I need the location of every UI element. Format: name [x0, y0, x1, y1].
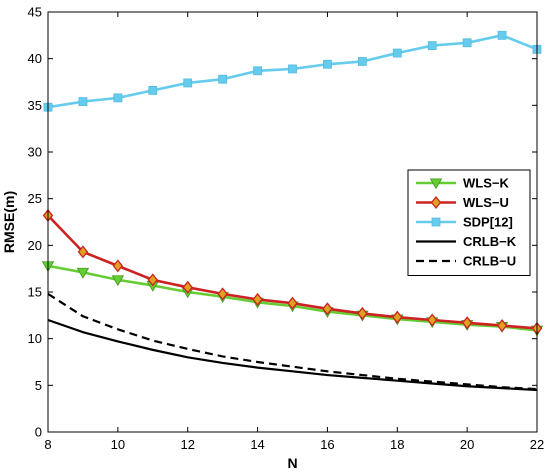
data-point	[462, 38, 472, 48]
data-point	[182, 280, 193, 294]
x-tick-label: 8	[44, 437, 51, 452]
legend-entry-label: CRLB−U	[463, 254, 516, 269]
series-3	[47, 318, 538, 392]
series-line	[47, 318, 538, 392]
data-point	[183, 78, 193, 88]
data-point	[252, 292, 263, 307]
x-tick-label: 14	[250, 437, 264, 452]
data-point	[323, 59, 332, 69]
data-point	[253, 66, 262, 76]
data-point	[392, 48, 402, 58]
data-point	[288, 64, 297, 74]
data-point	[392, 310, 403, 324]
data-point	[426, 313, 438, 327]
legend-entry-label: SDP[12]	[463, 215, 513, 230]
x-tick-label: 10	[111, 437, 125, 452]
data-point	[147, 273, 159, 287]
x-tick-label: 12	[180, 437, 194, 452]
y-tick-label: 30	[28, 145, 42, 160]
data-point	[427, 41, 437, 50]
data-point	[357, 306, 368, 321]
axis-ticks: 8 10 12 14 16 18 20 22 0 5 10 15 20 25 30 35 40 45	[28, 5, 545, 453]
plot-frame	[47, 11, 538, 433]
y-axis-label: RMSE(m)	[1, 191, 17, 253]
data-point	[76, 267, 90, 279]
legend-swatch-marker	[429, 178, 443, 190]
y-tick-label: 35	[28, 98, 42, 113]
data-point	[78, 97, 88, 106]
x-tick-label: 22	[530, 437, 544, 452]
legend-entry-label: WLS−K	[463, 176, 509, 191]
series-2	[43, 30, 542, 112]
y-tick-label: 15	[28, 285, 42, 300]
data-point	[461, 316, 473, 330]
y-tick-label: 0	[35, 425, 42, 440]
data-point	[287, 296, 298, 310]
y-tick-label: 45	[28, 5, 42, 20]
series-1	[42, 208, 543, 335]
data-point	[148, 86, 158, 95]
series-4	[47, 292, 538, 391]
data-point	[113, 93, 123, 103]
data-point	[112, 259, 124, 273]
y-tick-label: 10	[28, 331, 42, 346]
x-axis-label: N	[287, 455, 297, 471]
x-tick-label: 16	[320, 437, 334, 452]
y-tick-label: 5	[35, 378, 42, 393]
data-point	[496, 319, 508, 333]
legend: WLS−K WLS−U SDP[12] CRLB−K CRLB−U	[407, 169, 531, 276]
legend-entry-label: CRLB−K	[463, 234, 517, 249]
data-point	[111, 275, 125, 287]
y-tick-label: 40	[28, 51, 42, 66]
series-line	[47, 292, 538, 391]
data-point	[77, 245, 89, 259]
data-point	[497, 30, 507, 40]
series-layer	[41, 30, 544, 392]
x-tick-label: 20	[460, 437, 474, 452]
data-point	[218, 74, 228, 84]
x-tick-label: 18	[390, 437, 404, 452]
data-point	[322, 302, 333, 316]
legend-swatch-marker	[430, 195, 442, 210]
legend-entry-label: WLS−U	[463, 195, 509, 210]
y-tick-label: 20	[28, 238, 42, 253]
data-point	[357, 57, 367, 66]
data-point	[217, 287, 228, 301]
y-tick-label: 25	[28, 191, 42, 206]
legend-swatch-marker	[431, 217, 441, 227]
